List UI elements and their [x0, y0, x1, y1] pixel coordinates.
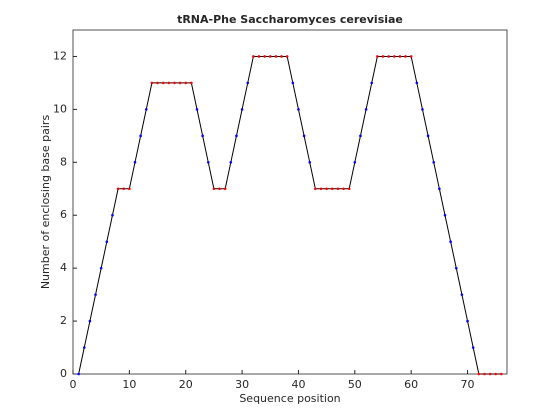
data-point — [325, 187, 328, 191]
data-point — [314, 187, 317, 191]
data-line — [78, 55, 502, 375]
x-tick-label: 50 — [348, 378, 362, 391]
y-tick-label: 2 — [60, 314, 67, 327]
data-point — [111, 213, 114, 217]
data-point — [466, 319, 469, 323]
data-point — [387, 55, 390, 58]
data-point — [257, 55, 261, 58]
data-point — [392, 55, 396, 58]
data-point — [235, 134, 238, 138]
data-point — [144, 108, 148, 111]
data-point — [432, 161, 436, 164]
data-point — [297, 108, 300, 111]
data-point — [94, 293, 97, 296]
data-point — [415, 81, 419, 85]
data-point — [156, 81, 159, 85]
axes-box — [72, 29, 508, 375]
y-axis-label: Number of enclosing base pairs — [39, 115, 52, 290]
data-point — [443, 213, 447, 217]
data-point — [404, 55, 407, 58]
x-tick-label: 0 — [70, 378, 77, 391]
data-point — [88, 319, 92, 323]
data-point — [190, 81, 193, 85]
x-axis-label: Sequence position — [239, 392, 340, 405]
data-point — [201, 134, 204, 138]
data-point — [308, 161, 312, 164]
data-point — [353, 161, 357, 164]
data-point — [426, 134, 430, 138]
data-point — [381, 55, 385, 58]
y-tick-label: 0 — [60, 367, 67, 380]
y-tick-label: 12 — [53, 49, 67, 62]
data-point — [99, 266, 103, 270]
data-point — [409, 55, 413, 58]
data-point — [116, 187, 120, 191]
data-point — [438, 187, 441, 191]
data-point — [336, 187, 340, 191]
data-point — [246, 81, 250, 85]
x-tick-label: 40 — [291, 378, 305, 391]
data-point — [178, 81, 182, 85]
x-tick-label: 70 — [461, 378, 475, 391]
data-point — [364, 108, 368, 111]
data-point — [398, 55, 402, 58]
data-point — [173, 81, 176, 85]
data-point — [483, 372, 486, 376]
data-point — [359, 134, 362, 138]
data-point — [150, 81, 154, 85]
chart-title: tRNA-Phe Saccharomyces cerevisiae — [177, 13, 403, 26]
data-point — [195, 108, 199, 111]
data-point — [128, 187, 131, 191]
data-point — [454, 266, 458, 270]
data-point — [139, 134, 142, 138]
data-point — [167, 81, 171, 85]
x-tick-label: 10 — [122, 378, 136, 391]
data-point — [291, 81, 295, 85]
data-point — [280, 55, 283, 58]
data-point — [184, 81, 188, 85]
data-point — [206, 161, 210, 164]
data-point — [82, 346, 86, 349]
data-point — [342, 187, 345, 191]
data-point — [494, 372, 498, 376]
data-point — [319, 187, 323, 191]
data-point — [421, 108, 424, 111]
y-tick-label: 8 — [60, 155, 67, 168]
x-tick-label: 60 — [404, 378, 418, 391]
data-point — [330, 187, 334, 191]
data-point — [133, 161, 137, 164]
data-point — [347, 187, 351, 191]
data-point — [77, 372, 80, 376]
y-tick-label: 6 — [60, 208, 67, 221]
data-point — [477, 372, 481, 376]
data-point — [268, 55, 272, 58]
data-point — [240, 108, 244, 111]
data-point — [212, 187, 216, 191]
data-point — [376, 55, 379, 58]
data-point — [122, 187, 126, 191]
data-point — [285, 55, 289, 58]
data-point — [263, 55, 266, 58]
data-point — [161, 81, 165, 85]
data-point — [471, 346, 475, 349]
data-point — [460, 293, 464, 296]
data-point — [370, 81, 374, 85]
data-point — [488, 372, 492, 376]
data-point — [274, 55, 278, 58]
x-tick-label: 30 — [235, 378, 249, 391]
data-point — [500, 372, 503, 376]
x-tick-label: 20 — [179, 378, 193, 391]
y-tick-label: 4 — [60, 261, 67, 274]
data-point — [223, 187, 227, 191]
data-point — [229, 161, 233, 164]
data-point — [218, 187, 221, 191]
data-point — [105, 240, 109, 243]
y-tick-label: 10 — [53, 102, 67, 115]
data-point — [302, 134, 306, 138]
data-point — [449, 240, 452, 243]
data-point — [252, 55, 255, 58]
